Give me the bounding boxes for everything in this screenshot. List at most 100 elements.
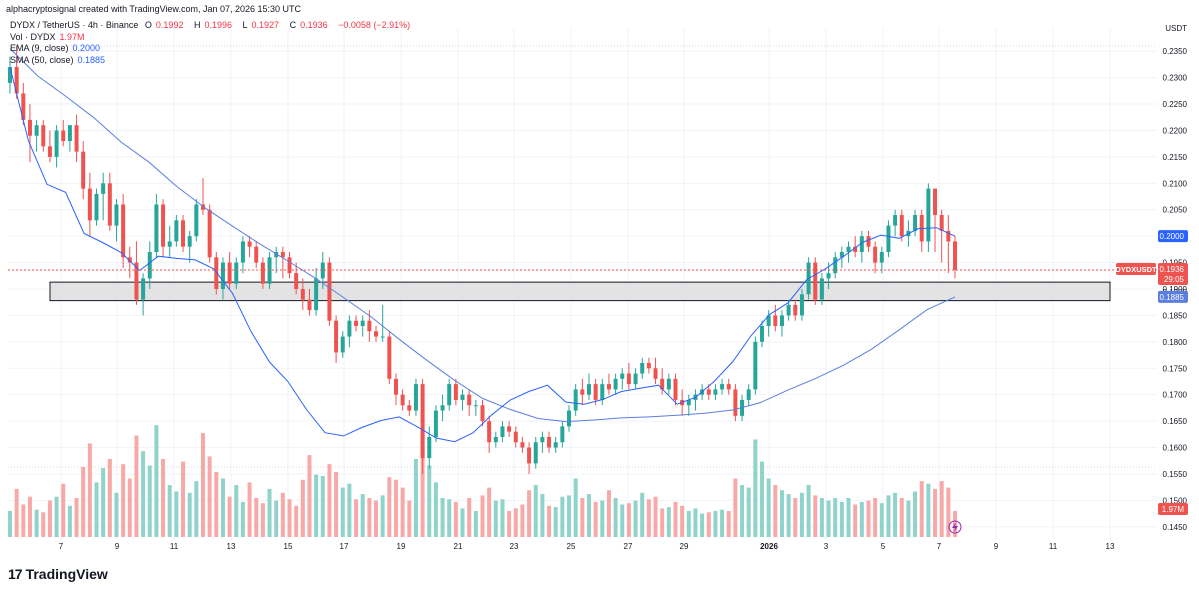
volume-bar — [327, 464, 332, 537]
candle-body — [334, 320, 339, 353]
candle-body — [247, 241, 252, 247]
candle-body — [673, 378, 678, 400]
volume-bar — [220, 478, 225, 537]
volume-bar — [666, 507, 671, 537]
candle-body — [733, 389, 738, 416]
volume-bar — [67, 505, 72, 537]
change-value: −0.0058 (−2.91%) — [338, 20, 411, 30]
candle-body — [706, 389, 711, 395]
volume-bar — [646, 499, 651, 537]
volume-bar — [94, 482, 99, 537]
symbol-tag-bg — [1116, 262, 1156, 275]
volume-bar — [680, 505, 685, 537]
close-value: 0.1936 — [300, 20, 328, 30]
volume-bar — [14, 488, 19, 537]
legend-volume-row[interactable]: Vol · DYDX 1.97M — [10, 32, 414, 44]
ema-label: EMA (9, close) — [10, 43, 69, 53]
candle-body — [420, 384, 425, 459]
price-tick-label: 0.2150 — [1163, 153, 1188, 162]
lightning-icon[interactable] — [948, 520, 962, 534]
price-axis[interactable]: USDT 0.2350 0.2300 0.2250 0.2200 0.2150 0.2100… — [1115, 24, 1188, 532]
volume-bar — [853, 504, 858, 537]
candle-body — [460, 394, 465, 400]
volume-bar — [540, 494, 545, 537]
candle-body — [493, 436, 498, 443]
volume-bar — [294, 505, 299, 537]
candle-body — [260, 262, 265, 284]
volume-bar — [61, 483, 66, 537]
volume-bar — [307, 455, 312, 537]
candle-body — [626, 373, 631, 385]
candle-body — [61, 130, 66, 142]
volume-bar — [893, 492, 898, 537]
candle-body — [686, 399, 691, 406]
open-value: 0.1992 — [155, 20, 184, 30]
candle-body — [520, 442, 525, 448]
volume-bar — [200, 433, 205, 537]
volume-bar — [740, 485, 745, 537]
volume-bar — [806, 485, 811, 537]
candle-body — [400, 394, 405, 406]
volume-bar — [274, 500, 279, 537]
candle-body — [640, 362, 645, 374]
candle-body — [573, 389, 578, 411]
volume-bar — [693, 508, 698, 537]
candle-body — [580, 389, 585, 395]
candles[interactable] — [8, 45, 957, 474]
volume-bar — [786, 494, 791, 537]
price-tick-label: 0.1800 — [1163, 338, 1188, 347]
volume-bar — [41, 512, 46, 537]
candle-body — [407, 405, 412, 411]
candle-body — [347, 320, 352, 337]
candle-body — [340, 336, 345, 353]
candle-body — [713, 389, 718, 395]
candle-body — [487, 421, 492, 443]
candle-body — [21, 93, 26, 120]
volume-bar — [453, 501, 458, 537]
volume-bar — [833, 498, 838, 537]
candle-body — [34, 125, 39, 136]
candle-body — [287, 257, 292, 274]
volume-bar — [700, 513, 705, 537]
low-value: 0.1927 — [251, 20, 280, 30]
volume-bar — [340, 487, 345, 537]
time-tick-label: 2026 — [760, 542, 778, 551]
time-tick-label: 13 — [1106, 542, 1115, 551]
candle-body — [440, 405, 445, 411]
volume-bar — [460, 508, 465, 537]
legend-ema-row[interactable]: EMA (9, close) 0.2000 — [10, 43, 414, 55]
time-tick-label: 25 — [567, 542, 576, 551]
volume-bar — [766, 478, 771, 537]
volume-bar — [87, 443, 92, 537]
volume-bar — [859, 501, 864, 537]
volume-bar — [939, 481, 944, 537]
volume-bar — [107, 459, 112, 537]
candle-body — [94, 193, 99, 221]
candle-body — [660, 378, 665, 390]
volume-tag-bg — [1158, 503, 1188, 515]
candle-body — [553, 442, 558, 448]
legend-sma-row[interactable]: SMA (50, close) 0.1885 — [10, 55, 414, 67]
volume-bar — [606, 490, 611, 537]
chart-legend: DYDX / TetherUS · 4h · Binance O 0.1992 H… — [10, 20, 414, 66]
candle-body — [433, 410, 438, 437]
time-tick-label: 11 — [1049, 542, 1058, 551]
candle-body — [320, 262, 325, 279]
time-axis[interactable]: 7 9 11 13 15 17 19 21 23 25 27 29 2026 3 5 7 9 11 13 — [59, 542, 1115, 551]
volume-bar — [240, 501, 245, 537]
candle-body — [779, 315, 784, 326]
tradingview-brand[interactable]: 17 TradingView — [8, 566, 108, 582]
candle-body — [214, 257, 219, 289]
candle-body — [873, 246, 878, 263]
time-tick-label: 11 — [170, 542, 179, 551]
volume-bar — [267, 488, 272, 537]
open-label: O — [144, 20, 152, 30]
volume-bar — [933, 488, 938, 537]
volume-bar — [400, 487, 405, 537]
volume-bar — [726, 511, 731, 537]
legend-symbol[interactable]: DYDX / TetherUS · 4h · Binance — [10, 20, 139, 30]
candle-body — [467, 394, 472, 406]
candle-body — [473, 405, 478, 407]
candle-body — [507, 426, 512, 432]
